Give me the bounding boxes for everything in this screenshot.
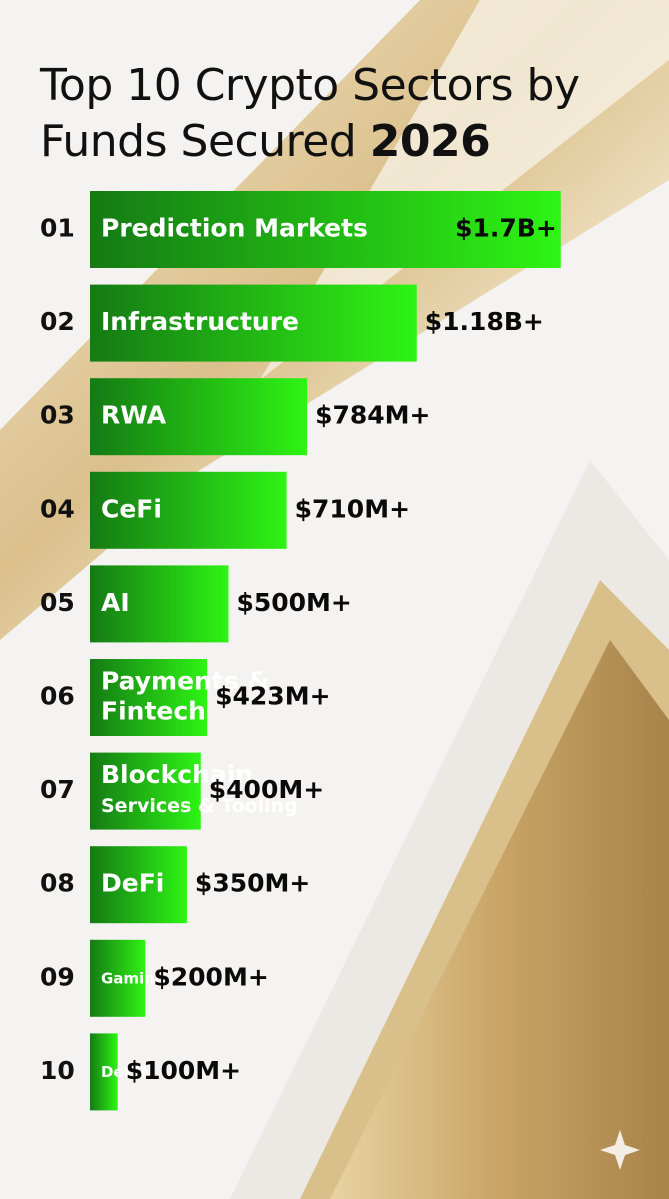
category-label: Infrastructure xyxy=(101,307,299,336)
value-label: $423M+ xyxy=(215,682,330,711)
bar xyxy=(90,659,208,736)
bar xyxy=(90,565,229,643)
category-label: AI xyxy=(101,588,130,617)
category-label: DePIN xyxy=(101,1062,153,1080)
chart-title: Top 10 Crypto Sectors by Funds Secured 2… xyxy=(40,58,650,170)
bar xyxy=(90,752,201,830)
category-line: Payments & xyxy=(101,667,269,696)
title-year: 2026 xyxy=(369,116,491,167)
category-label: Blockchain Services & Tooling xyxy=(101,760,298,817)
category-line: Infrastructure xyxy=(101,307,299,336)
value-label: $350M+ xyxy=(195,869,310,898)
category-line: Blockchain xyxy=(101,760,253,789)
rank-label: 04 xyxy=(40,494,75,523)
value-label: $710M+ xyxy=(295,494,410,523)
value-label: $500M+ xyxy=(236,588,351,617)
category-label: CeFi xyxy=(101,494,162,523)
category-line: Prediction Markets xyxy=(101,214,368,243)
category-line: RWA xyxy=(101,401,167,430)
value-label: $100M+ xyxy=(126,1056,241,1085)
category-line: Fintech xyxy=(101,697,206,726)
bar xyxy=(90,1033,118,1111)
value-label: $1.7B+ xyxy=(455,214,557,243)
rank-label: 07 xyxy=(40,775,75,804)
rank-label: 01 xyxy=(40,214,75,243)
value-label: $400M+ xyxy=(209,775,324,804)
category-line: Services & Tooling xyxy=(101,795,298,817)
category-label: RWA xyxy=(101,401,167,430)
category-line: Gaming xyxy=(101,969,166,987)
category-line: DePIN xyxy=(101,1062,153,1080)
category-label: DeFi xyxy=(101,869,164,898)
value-label: $784M+ xyxy=(315,401,430,430)
bar xyxy=(90,378,308,456)
value-label: $1.18B+ xyxy=(425,307,544,336)
category-line: AI xyxy=(101,588,130,617)
bar xyxy=(90,284,417,362)
category-line: CeFi xyxy=(101,494,162,523)
rank-label: 06 xyxy=(40,682,75,711)
category-label: Payments & Fintech xyxy=(101,667,269,726)
rank-label: 09 xyxy=(40,962,75,991)
bar xyxy=(90,846,187,924)
rank-label: 03 xyxy=(40,401,75,430)
rank-label: 05 xyxy=(40,588,75,617)
category-label: Prediction Markets xyxy=(101,214,368,243)
rank-label: 08 xyxy=(40,869,75,898)
bar xyxy=(90,471,287,549)
bar xyxy=(90,191,561,268)
category-line: DeFi xyxy=(101,869,164,898)
bar xyxy=(90,939,146,1017)
category-label: Gaming xyxy=(101,969,166,987)
rank-label: 02 xyxy=(40,307,75,336)
title-text: Top 10 Crypto Sectors by Funds Secured xyxy=(40,60,580,167)
rank-label: 10 xyxy=(40,1056,75,1085)
value-label: $200M+ xyxy=(153,962,268,991)
